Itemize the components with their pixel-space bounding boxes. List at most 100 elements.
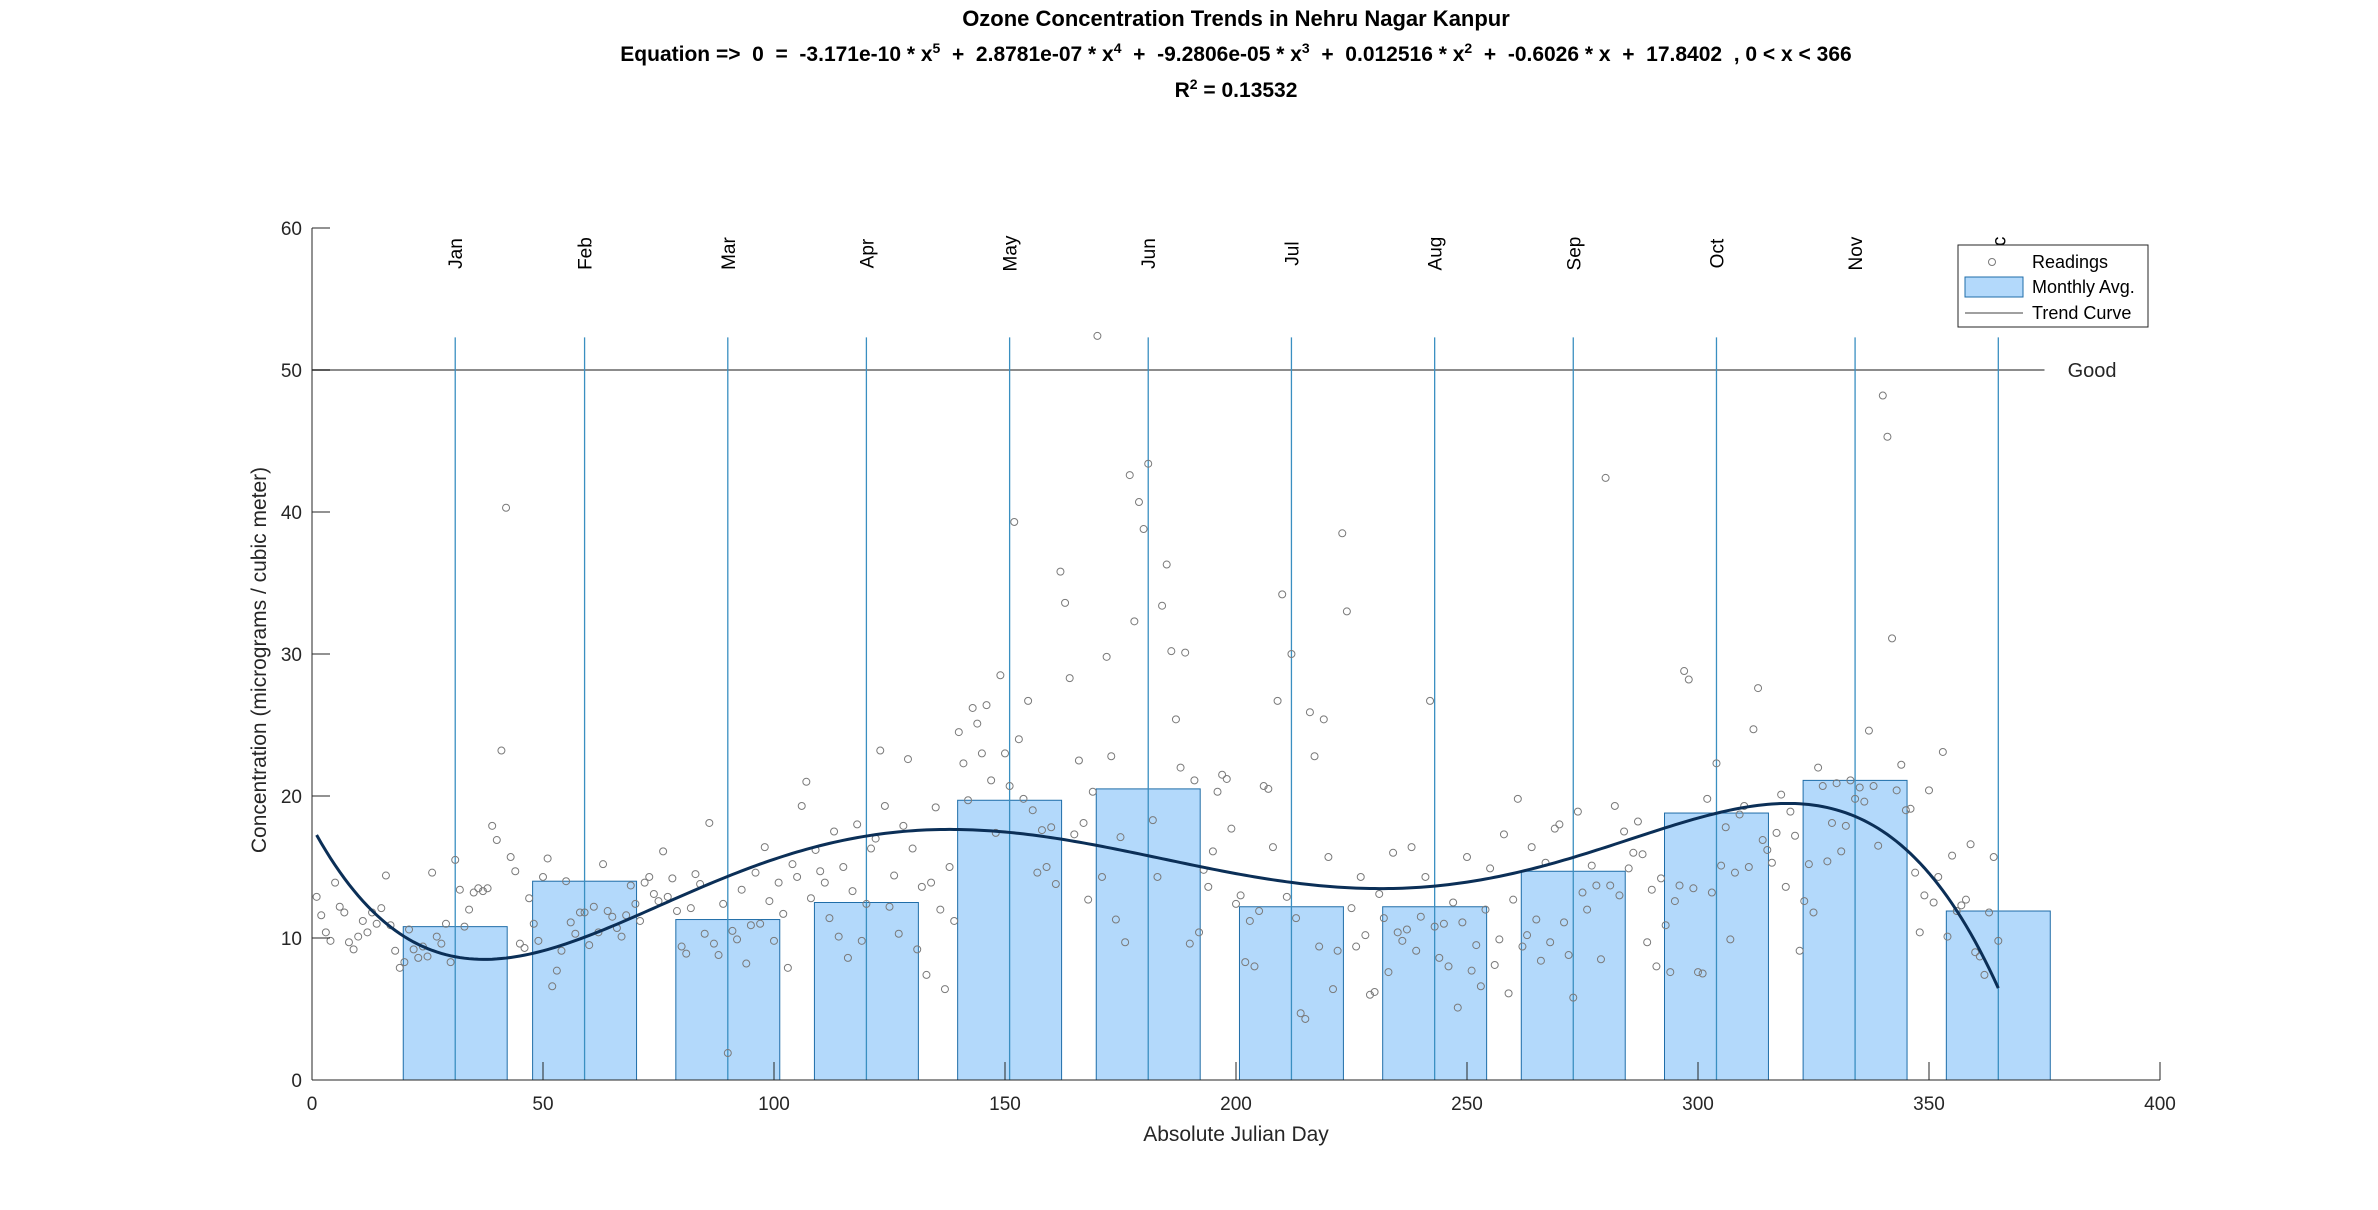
reading-point: [1555, 820, 1564, 829]
reading-point: [1767, 858, 1776, 867]
reading-point: [372, 919, 381, 928]
reading-point: [1144, 459, 1153, 468]
reading-point: [853, 820, 862, 829]
y-tick-label: 20: [281, 787, 302, 808]
reading-point: [830, 827, 839, 836]
reading-point: [1195, 928, 1204, 937]
reading-point: [964, 796, 973, 805]
reading-point: [617, 932, 626, 941]
reading-point: [358, 916, 367, 925]
reading-point: [1361, 931, 1370, 940]
reading-point: [728, 926, 737, 935]
reading-point: [1675, 881, 1684, 890]
reading-point: [539, 872, 547, 881]
axes: 0 50 100 150 200 250 300 350 400 0 10 20 30 40 50 60: [281, 219, 2176, 1115]
reading-point: [1458, 918, 1467, 927]
reading-point: [1994, 936, 2003, 945]
reading-point: [1610, 801, 1619, 810]
chart-title: Ozone Concentration Trends in Nehru Naga…: [962, 6, 1510, 31]
reading-point: [428, 868, 437, 877]
reading-point: [1550, 824, 1559, 833]
reading-point: [1139, 525, 1148, 534]
reading-point: [1070, 830, 1079, 839]
reading-point: [1781, 882, 1790, 891]
reading-point: [432, 932, 441, 941]
reading-point: [492, 836, 501, 845]
reading-point: [1171, 715, 1180, 724]
reading-point: [1093, 331, 1102, 340]
reading-point: [1966, 840, 1975, 849]
reading-point: [691, 870, 700, 879]
reading-point: [381, 871, 390, 880]
reading-point: [987, 776, 996, 785]
legend: Readings Monthly Avg. Trend Curve: [1957, 244, 2149, 328]
reading-point: [1532, 915, 1541, 924]
reading-point: [834, 932, 843, 941]
reading-point: [973, 719, 982, 728]
month-label-may: May: [1001, 235, 1022, 271]
reading-point: [1481, 905, 1490, 914]
reading-point: [1513, 794, 1522, 803]
reading-point: [1587, 861, 1596, 870]
reading-point: [1486, 864, 1495, 873]
reading-point: [1495, 935, 1504, 944]
reading-point: [927, 878, 936, 887]
equation-segment: Equation => 0 = -3.171e-10 * x: [620, 43, 933, 66]
monthly-avg-bars: [402, 779, 2051, 1081]
reading-point: [1666, 968, 1675, 977]
reading-point: [1250, 962, 1259, 971]
reading-point: [1989, 853, 1998, 862]
reading-point: [931, 803, 940, 812]
month-label-jan: Jan: [446, 238, 467, 269]
reading-point: [409, 945, 418, 954]
reading-point: [802, 777, 811, 786]
reading-point: [899, 821, 908, 830]
equation-segment: + -0.6026 * x + 17.8402 , 0 < x < 366: [1472, 43, 1851, 66]
reading-point: [1338, 529, 1347, 538]
reading-point: [335, 902, 344, 911]
y-tick-label: 40: [281, 503, 302, 524]
reading-point: [1176, 763, 1185, 772]
reading-point: [1430, 922, 1439, 931]
reading-point: [1744, 863, 1753, 871]
reading-point: [857, 936, 866, 945]
reading-point: [1121, 938, 1130, 947]
y-tick-label: 60: [281, 219, 302, 240]
reading-point: [1670, 897, 1679, 906]
x-axis-label: Absolute Julian Day: [1143, 1123, 1329, 1146]
reading-point: [1435, 953, 1444, 962]
reading-point: [1449, 898, 1458, 907]
reading-point: [1384, 968, 1393, 977]
reading-point: [571, 929, 580, 938]
reading-point: [414, 953, 423, 962]
reading-point: [1925, 786, 1933, 795]
reading-point: [1509, 895, 1518, 904]
reading-point: [1356, 872, 1365, 881]
reading-point: [1444, 962, 1453, 971]
reading-point: [1985, 908, 1994, 917]
reading-point: [1375, 889, 1384, 898]
reading-point: [677, 942, 686, 951]
reading-point: [1901, 806, 1910, 815]
reading-point: [1915, 928, 1924, 937]
reading-point: [534, 936, 543, 945]
reading-point: [1638, 850, 1647, 859]
reading-point: [1028, 806, 1037, 815]
reading-point: [1878, 391, 1887, 400]
reading-point: [1402, 925, 1411, 934]
reading-point: [1047, 823, 1056, 832]
reading-point: [1439, 919, 1448, 928]
reading-point: [1001, 749, 1009, 758]
reading-point: [880, 801, 889, 810]
reading-point: [1005, 782, 1014, 791]
r-squared-sup: 2: [1190, 76, 1198, 92]
reading-point: [917, 882, 926, 891]
reading-point: [455, 885, 464, 894]
reading-point: [1730, 868, 1739, 877]
reading-point: [1643, 938, 1652, 947]
x-tick-label: 150: [989, 1094, 1021, 1115]
reading-point: [760, 843, 769, 852]
month-label-oct: Oct: [1707, 238, 1728, 268]
reading-point: [1024, 696, 1033, 705]
reading-point: [377, 904, 386, 913]
